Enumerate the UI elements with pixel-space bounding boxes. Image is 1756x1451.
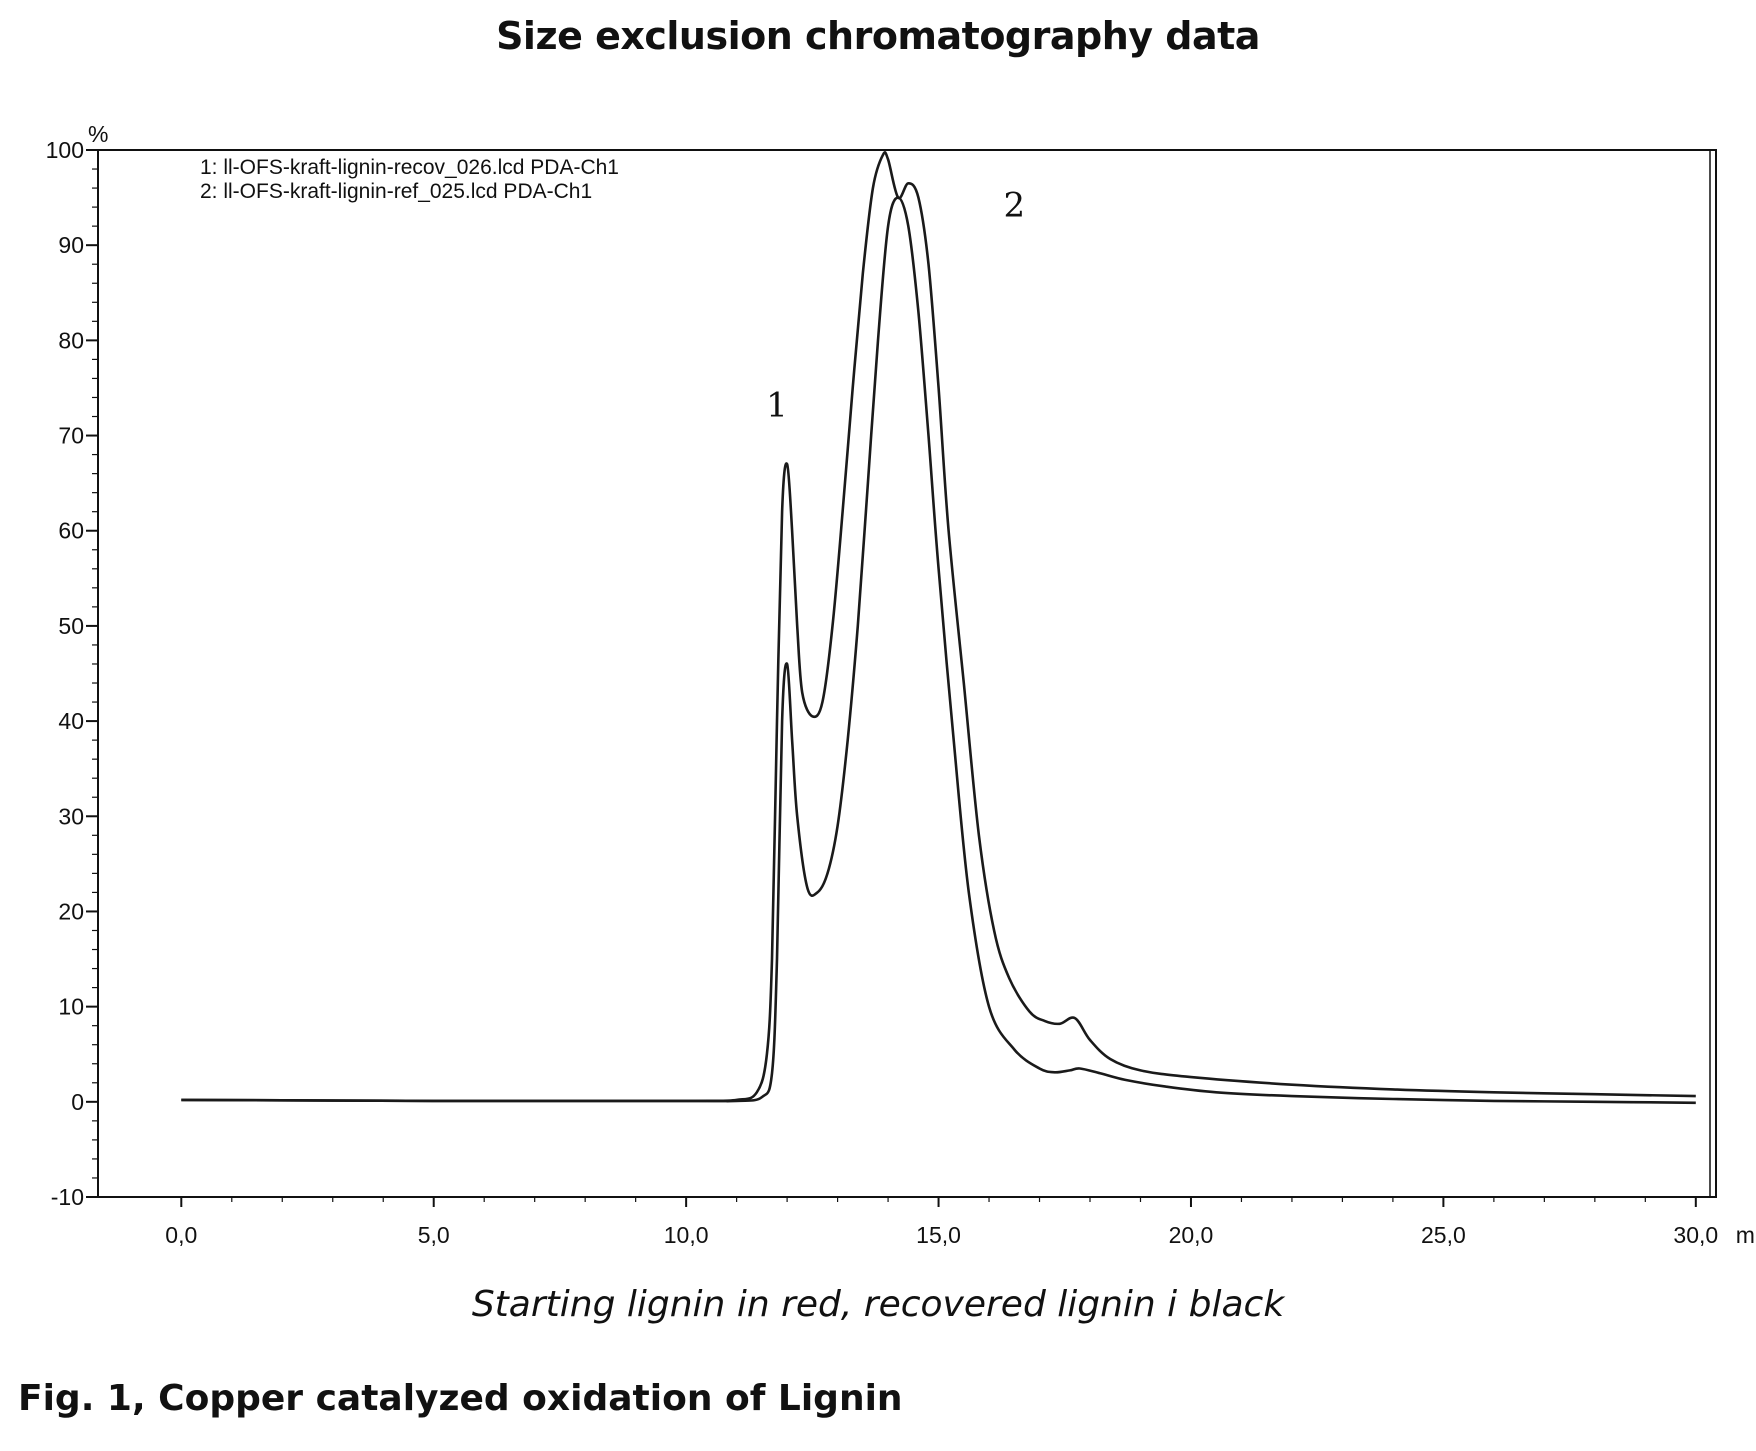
y-tick-label-0: -10	[51, 1184, 84, 1210]
y-tick-label-10: 90	[58, 232, 84, 258]
y-axis-unit-label: %	[88, 121, 108, 147]
legend: 1: ll-OFS-kraft-lignin-recov_026.lcd PDA…	[200, 156, 619, 203]
x-tick-label-5: 25,0	[1421, 1222, 1466, 1248]
x-axis-unit-label: min	[1736, 1222, 1756, 1248]
y-tick-label-11: 100	[46, 137, 84, 163]
y-tick-label-6: 50	[58, 613, 84, 639]
y-tick-label-2: 10	[58, 994, 84, 1020]
legend-entry-1: 1: ll-OFS-kraft-lignin-recov_026.lcd PDA…	[200, 156, 619, 179]
x-tick-label-1: 5,0	[418, 1222, 450, 1248]
x-tick-label-0: 0,0	[165, 1222, 197, 1248]
y-tick-label-7: 60	[58, 518, 84, 544]
x-tick-label-2: 10,0	[664, 1222, 709, 1248]
x-tick-label-4: 20,0	[1169, 1222, 1214, 1248]
annotation-layer: 12	[766, 186, 1025, 426]
series-line-1	[181, 196, 1696, 1105]
y-tick-label-9: 80	[58, 327, 84, 353]
figure-caption: Fig. 1, Copper catalyzed oxidation of Li…	[18, 1378, 903, 1419]
chromatogram-chart: -10 0 10 20 30 40 50 60 70 80 90 100 0,0 5,0 10,0 15,0…	[46, 121, 1756, 1248]
x-tick-label-3: 15,0	[916, 1222, 961, 1248]
series-line-2	[181, 151, 1696, 1103]
y-tick-label-3: 20	[58, 898, 84, 924]
legend-entry-2: 2: ll-OFS-kraft-lignin-ref_025.lcd PDA-C…	[200, 180, 592, 203]
y-tick-label-4: 30	[58, 803, 84, 829]
y-tick-label-8: 70	[58, 423, 84, 449]
x-tick-label-6: 30,0	[1673, 1222, 1718, 1248]
series-layer	[181, 151, 1696, 1105]
y-axis: -10 0 10 20 30 40 50 60 70 80 90 100	[46, 137, 98, 1210]
x-axis: 0,0 5,0 10,0 15,0 20,0 25,0 30,0	[165, 1197, 1718, 1248]
chart-subtitle: Starting lignin in red, recovered lignin…	[471, 1284, 1285, 1325]
plot-frame	[97, 149, 1717, 1198]
y-tick-label-1: 0	[71, 1089, 84, 1115]
peak-label-1: 1	[766, 386, 788, 426]
peak-label-2: 2	[1003, 186, 1025, 226]
chart-title: Size exclusion chromatography data	[496, 14, 1260, 58]
y-tick-label-5: 40	[58, 708, 84, 734]
